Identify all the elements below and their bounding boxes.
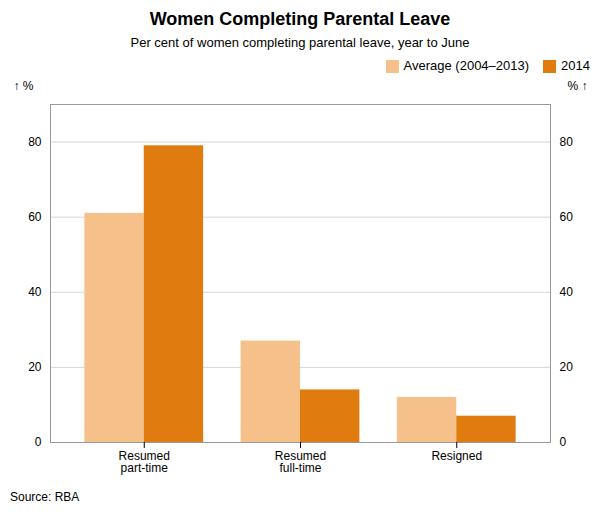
svg-text:0: 0: [560, 435, 567, 449]
svg-text:60: 60: [28, 210, 42, 224]
svg-text:0: 0: [35, 435, 42, 449]
html-text:Per cent of women completing p: Per cent of women completing parental le…: [130, 34, 470, 50]
html-text:Women Completing Parental Leav: Women Completing Parental Leave: [149, 9, 451, 29]
svg-text:60: 60: [560, 210, 574, 224]
svg-text:80: 80: [560, 134, 574, 148]
svg-text:Resigned: Resigned: [431, 449, 482, 463]
svg-text:20: 20: [28, 360, 42, 374]
svg-text:40: 40: [28, 285, 42, 299]
svg-text:↑ %: ↑ %: [14, 79, 34, 93]
html-text:Average (2004–2013): Average (2004–2013): [403, 58, 530, 74]
html-text:Source: RBA: Source: RBA: [10, 489, 80, 504]
svg-text:40: 40: [560, 285, 574, 299]
svg-text:Resumedfull-time: Resumedfull-time: [275, 449, 326, 475]
html-text:2014: 2014: [561, 58, 590, 74]
svg-text:% ↑: % ↑: [567, 79, 587, 93]
svg-text:20: 20: [560, 360, 574, 374]
svg-text:Resumedpart-time: Resumedpart-time: [119, 449, 170, 475]
svg-text:80: 80: [28, 134, 42, 148]
